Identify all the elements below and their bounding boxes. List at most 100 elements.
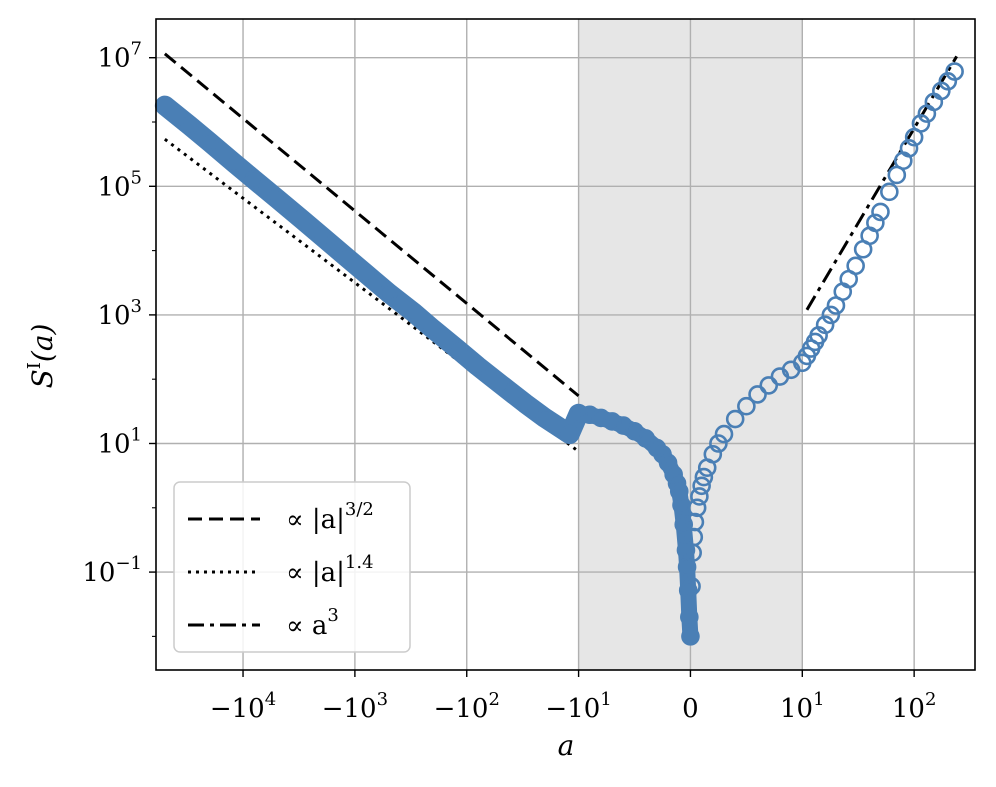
legend-entry-label: ∝ |a|1.4 xyxy=(286,552,374,588)
data-marker xyxy=(336,247,356,267)
data-marker xyxy=(815,315,835,335)
y-tick-label-exp: −1 xyxy=(115,553,142,574)
data-marker xyxy=(580,405,600,425)
data-marker xyxy=(356,264,376,283)
data-marker xyxy=(267,189,287,208)
y-tick-label-base: 10 xyxy=(97,172,130,202)
x-tick-label: −104 xyxy=(210,689,276,724)
reference-lines xyxy=(163,52,958,453)
data-marker xyxy=(591,408,611,428)
y-tick-label-exp: 5 xyxy=(131,167,142,188)
legend-entry-label: ∝ a3 xyxy=(286,605,339,641)
data-marker xyxy=(560,424,580,444)
data-marker xyxy=(404,302,423,322)
y-axis-label-base: S xyxy=(26,369,59,388)
x-tick-label: −101 xyxy=(545,689,611,724)
data-marker xyxy=(180,116,199,135)
data-marker xyxy=(866,213,885,233)
data-markers xyxy=(154,62,964,646)
y-tick-label-base: 10 xyxy=(97,429,130,459)
y-tick-label: 105 xyxy=(97,167,142,202)
data-marker xyxy=(379,283,398,303)
data-marker xyxy=(423,319,443,339)
data-marker xyxy=(725,409,745,429)
y-tick-label: 107 xyxy=(97,39,142,74)
data-marker xyxy=(674,515,694,534)
data-marker xyxy=(667,474,687,493)
y-tick-label-base: 10 xyxy=(82,558,115,588)
legend-entry-base: ∝ a xyxy=(286,611,327,641)
data-marker xyxy=(880,182,899,202)
data-marker xyxy=(682,577,701,596)
data-marker xyxy=(647,438,667,458)
x-tick-label-exp: 2 xyxy=(925,689,936,710)
y-tick-label-exp: 7 xyxy=(131,39,142,60)
data-marker xyxy=(515,394,535,413)
data-marker xyxy=(200,132,219,152)
y-tick-label: 10−1 xyxy=(82,553,142,588)
data-marker xyxy=(658,453,678,473)
data-marker xyxy=(669,482,689,501)
x-tick-label: 101 xyxy=(780,689,825,724)
data-marker xyxy=(846,256,865,276)
data-marker xyxy=(821,305,841,325)
data-marker xyxy=(932,81,951,101)
legend-entry-exp: 1.4 xyxy=(345,552,374,573)
y-tick-label: 101 xyxy=(97,424,142,459)
x-tick-label-exp: 1 xyxy=(813,689,824,710)
x-tick-label-exp: 3 xyxy=(377,689,388,710)
y-tick-label-base: 10 xyxy=(97,44,130,74)
data-marker xyxy=(899,139,919,158)
reference-line-dashed xyxy=(163,52,580,398)
x-tick-label-exp: 4 xyxy=(265,689,276,710)
data-marker xyxy=(636,429,656,448)
x-tick-label-base: −10 xyxy=(434,694,489,724)
y-tick-label-exp: 1 xyxy=(131,424,142,445)
data-marker xyxy=(680,607,699,627)
data-marker xyxy=(244,170,264,189)
data-marker xyxy=(602,412,622,431)
y-axis-label: SI(a) xyxy=(24,324,59,389)
legend-entry-exp: 3/2 xyxy=(345,499,374,520)
data-marker xyxy=(685,512,705,532)
data-marker xyxy=(871,202,890,222)
data-marker xyxy=(569,404,588,424)
y-tick-label: 103 xyxy=(97,296,142,331)
x-tick-label-base: −10 xyxy=(210,694,265,724)
y-tick-label-base: 10 xyxy=(97,301,130,331)
marker-band-center xyxy=(570,405,699,645)
legend-entry-base: ∝ |a| xyxy=(286,558,345,588)
legend: ∝ |a|3/2∝ |a|1.4∝ a3 xyxy=(173,481,411,653)
data-marker xyxy=(224,153,244,173)
x-tick-label-base: −10 xyxy=(545,694,600,724)
x-tick-label: −102 xyxy=(434,689,500,724)
data-marker xyxy=(292,209,311,229)
x-axis-ticks: −104 −103 −102 −101 0 101 102 xyxy=(210,670,937,724)
legend-box xyxy=(173,481,411,653)
legend-entry-label: ∝ |a|3/2 xyxy=(286,499,374,535)
data-marker xyxy=(448,340,468,359)
data-marker xyxy=(687,498,707,518)
data-marker xyxy=(155,96,175,115)
data-marker xyxy=(614,416,633,435)
x-tick-label-exp: 1 xyxy=(600,689,611,710)
data-marker xyxy=(468,356,487,376)
data-marker xyxy=(737,396,756,416)
x-tick-label-base: 0 xyxy=(682,694,699,724)
legend-entry-base: ∝ |a| xyxy=(286,505,345,535)
data-marker xyxy=(690,487,709,506)
x-tick-label-base: −10 xyxy=(322,694,377,724)
x-tick-label: −103 xyxy=(322,689,388,724)
plot-frame xyxy=(155,18,976,671)
data-marker xyxy=(714,424,734,444)
marker-band xyxy=(154,95,589,445)
x-tick-label-base: 10 xyxy=(780,694,813,724)
data-marker xyxy=(911,114,931,133)
x-tick-label-exp: 2 xyxy=(488,689,499,710)
data-marker xyxy=(748,385,767,404)
y-axis-label-arg: (a) xyxy=(26,324,59,363)
x-tick-label: 102 xyxy=(892,689,937,724)
x-tick-label-base: 10 xyxy=(892,694,925,724)
